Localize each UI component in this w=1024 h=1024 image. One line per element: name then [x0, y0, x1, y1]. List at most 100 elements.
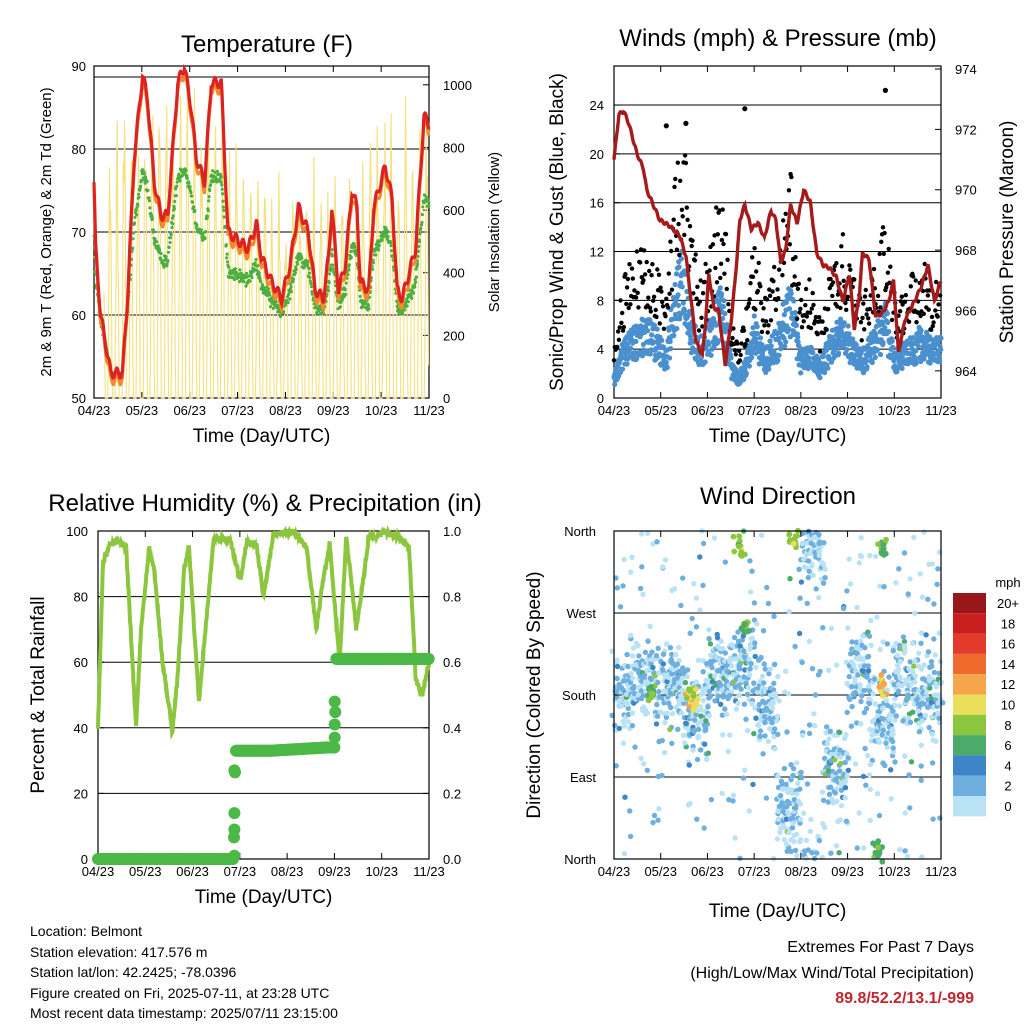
- x-tick-label: 07/23: [738, 864, 771, 879]
- direction-point: [935, 692, 941, 698]
- direction-point: [876, 739, 883, 745]
- direction-point: [766, 671, 772, 677]
- wind-point: [675, 302, 682, 308]
- dewpoint-point: [259, 280, 263, 284]
- direction-point: [744, 727, 751, 734]
- gust-point: [673, 176, 678, 182]
- dewpoint-point: [143, 175, 148, 179]
- gust-point: [820, 319, 825, 324]
- direction-point: [854, 604, 860, 611]
- dewpoint-point: [147, 196, 151, 200]
- direction-point: [816, 595, 822, 601]
- dewpoint-point: [137, 195, 141, 199]
- wind-point: [671, 332, 677, 339]
- rain-point: [328, 695, 341, 708]
- direction-point: [718, 701, 724, 707]
- gust-point: [840, 232, 846, 237]
- dewpoint-point: [171, 222, 175, 226]
- direction-point: [934, 581, 940, 587]
- direction-point: [780, 800, 786, 807]
- gust-point: [773, 307, 779, 312]
- wind-point: [838, 316, 844, 322]
- colorbar-label: 12: [1001, 677, 1015, 692]
- direction-point: [718, 667, 724, 673]
- gust-point: [628, 302, 633, 307]
- wind-point: [782, 343, 788, 349]
- gust-point: [702, 279, 707, 285]
- gust-point: [665, 305, 671, 310]
- direction-point: [859, 693, 865, 699]
- dewpoint-point: [148, 206, 152, 210]
- direction-point: [749, 701, 755, 707]
- gust-point: [775, 287, 780, 292]
- dewpoint-point: [385, 231, 389, 235]
- gust-point: [811, 302, 816, 308]
- wind-point: [753, 336, 759, 342]
- direction-point: [847, 696, 853, 703]
- direction-point: [753, 715, 759, 721]
- direction-point: [693, 595, 700, 601]
- dewpoint-point: [232, 277, 236, 282]
- direction-point: [636, 653, 642, 659]
- direction-point: [809, 563, 815, 569]
- wind-point: [633, 338, 639, 344]
- wind-point: [776, 352, 782, 358]
- dewpoint-point: [146, 188, 150, 192]
- gust-point: [780, 273, 785, 278]
- direction-point: [844, 750, 850, 757]
- dewpoint-point: [427, 204, 431, 208]
- direction-point: [838, 760, 844, 767]
- direction-point: [799, 540, 805, 547]
- rain-point: [228, 849, 241, 862]
- gust-point: [745, 338, 750, 343]
- gust-point: [758, 284, 763, 289]
- direction-point: [762, 666, 768, 672]
- direction-point: [851, 662, 857, 668]
- insolation-line: [103, 87, 430, 399]
- gust-point: [634, 249, 640, 254]
- y2-tick-label: 1.0: [443, 524, 461, 539]
- direction-point: [756, 701, 762, 708]
- direction-point: [841, 735, 848, 742]
- gust-point: [666, 271, 671, 276]
- extremes-value: 89.8/52.2/13.1/-999: [835, 990, 974, 1007]
- y-tick-label: 12: [590, 245, 604, 260]
- gust-point: [867, 306, 873, 312]
- direction-point: [864, 673, 870, 679]
- y-tick-label: 8: [597, 293, 604, 308]
- direction-point: [892, 717, 898, 723]
- gust-point: [826, 306, 831, 312]
- gust-point: [678, 178, 683, 183]
- direction-point: [897, 674, 903, 680]
- direction-point: [614, 585, 620, 591]
- direction-point: [812, 692, 819, 698]
- wind-point: [757, 335, 764, 341]
- direction-point: [923, 632, 929, 638]
- station-location: Location: Belmont: [30, 923, 143, 939]
- wind-point: [869, 359, 875, 366]
- direction-point: [676, 668, 683, 675]
- direction-point: [673, 652, 679, 658]
- wind-point: [788, 290, 794, 296]
- direction-point: [821, 797, 827, 803]
- colorbar-swatch: [953, 613, 986, 634]
- direction-point: [803, 837, 810, 843]
- gust-point: [699, 315, 704, 320]
- direction-point: [762, 733, 768, 739]
- direction-point: [790, 772, 796, 779]
- dewpoint-point: [170, 225, 174, 230]
- max-gust-point: [663, 123, 669, 129]
- direction-point: [747, 558, 753, 564]
- y-tick-label: 0: [597, 391, 604, 406]
- dewpoint-point: [289, 285, 293, 289]
- direction-point: [733, 676, 739, 682]
- dewpoint-point: [192, 205, 196, 209]
- dewpoint-point: [404, 300, 408, 304]
- direction-point: [705, 750, 711, 756]
- direction-point: [727, 692, 733, 699]
- direction-point: [764, 584, 770, 591]
- direction-point: [700, 582, 706, 589]
- gust-point: [761, 306, 766, 311]
- direction-point: [765, 600, 772, 607]
- gust-point: [620, 310, 625, 316]
